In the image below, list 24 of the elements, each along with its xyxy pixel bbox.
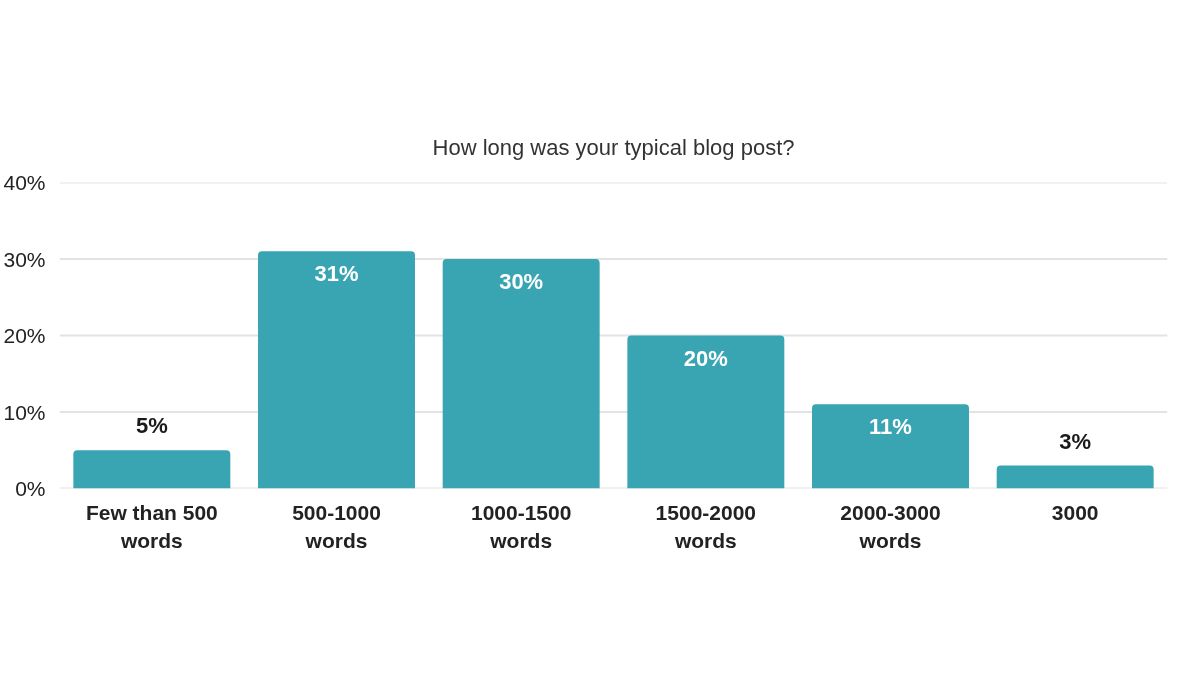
bar	[73, 450, 231, 489]
bar	[996, 465, 1154, 489]
bar	[442, 259, 600, 489]
x-tick-label: 1000-1500 words	[470, 500, 572, 553]
bar	[627, 335, 785, 489]
data-label: 31%	[314, 261, 359, 287]
bar	[258, 251, 415, 489]
data-label: 3%	[1059, 428, 1092, 454]
x-tick-label: 1500-2000 words	[655, 500, 757, 553]
data-label: 20%	[683, 345, 728, 371]
y-tick-label: 40%	[3, 171, 46, 194]
x-tick-label: 2000-3000 words	[840, 500, 941, 553]
y-tick-label: 0%	[15, 477, 46, 500]
chart-title: How long was your typical blog post?	[432, 135, 795, 160]
data-label: 30%	[499, 269, 544, 294]
x-tick-label: 500-1000 words	[292, 500, 381, 553]
data-label: 5%	[135, 413, 168, 439]
y-tick-label: 10%	[3, 400, 46, 424]
bar	[812, 404, 969, 489]
x-tick-label: 3000	[1051, 500, 1099, 524]
y-tick-label: 30%	[3, 247, 46, 271]
y-tick-label: 20%	[3, 324, 46, 347]
x-tick-label: Few than 500 words	[85, 500, 218, 553]
data-label: 11%	[869, 414, 912, 440]
